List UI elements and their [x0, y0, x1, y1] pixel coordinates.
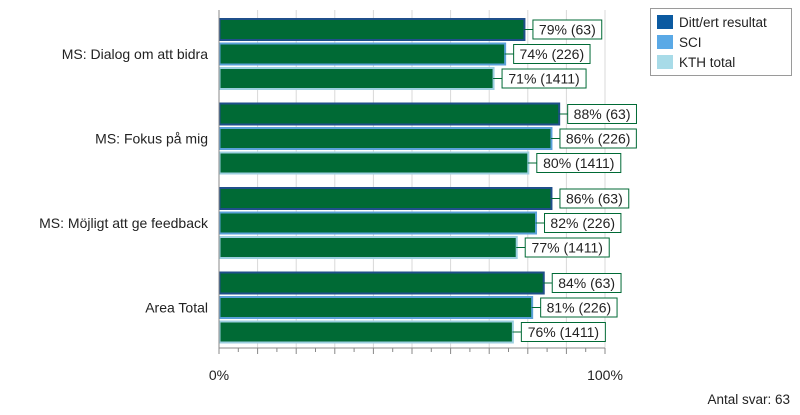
legend-item-ditt-ert-resultat: Ditt/ert resultat	[657, 12, 785, 32]
bar-ditt-ert-resultat-area-total	[218, 271, 545, 295]
data-label-box	[544, 213, 622, 233]
axes: MS: Dialog om att bidra MS: Fokus på mig M…	[39, 10, 623, 383]
legend-item-sci: SCI	[657, 32, 785, 52]
data-label-ditt-ert-resultat-ms-mojligt-att-ge-feedback: 86% (63)	[566, 191, 623, 207]
data-label-box	[520, 322, 606, 342]
data-label-box	[536, 153, 622, 173]
data-label-box	[513, 44, 591, 64]
response-count: Antal svar: 63	[707, 392, 790, 407]
legend: Ditt/ert resultat SCI KTH total	[650, 8, 792, 76]
bar-sci-ms-fokus-pa-mig	[218, 127, 553, 150]
data-label-box	[532, 19, 603, 40]
data-label-ditt-ert-resultat-area-total: 84% (63)	[558, 275, 615, 291]
data-label-box	[567, 104, 637, 124]
data-label-box	[559, 188, 630, 209]
bar-ditt-ert-resultat-ms-dialog-om-att-bidra	[218, 18, 526, 41]
category-label-area-total: Area Total	[145, 300, 208, 316]
legend-swatch-ditt-ert-resultat	[657, 15, 673, 29]
data-label-sci-area-total: 81% (226)	[547, 300, 612, 316]
data-label-kth-total-area-total: 76% (1411)	[528, 324, 599, 340]
x-tick-label-100: 100%	[587, 367, 623, 383]
data-label-box	[559, 128, 637, 149]
data-label-kth-total-ms-fokus-pa-mig: 80% (1411)	[543, 155, 614, 171]
data-label-kth-total-ms-mojligt-att-ge-feedback: 77% (1411)	[532, 240, 603, 256]
legend-swatch-sci	[657, 35, 673, 49]
bar-sci-area-total	[218, 296, 534, 319]
bar-kth-total-ms-dialog-om-att-bidra	[218, 67, 495, 90]
bar-sci-ms-mojligt-att-ge-feedback	[218, 211, 538, 235]
data-label-box	[540, 297, 618, 318]
data-label-ditt-ert-resultat-ms-fokus-pa-mig: 88% (63)	[574, 106, 631, 122]
category-label-ms-dialog-om-att-bidra: MS: Dialog om att bidra	[62, 46, 208, 62]
legend-label-kth-total: KTH total	[679, 54, 736, 70]
bar-kth-total-area-total	[218, 320, 514, 344]
bar-ditt-ert-resultat-ms-mojligt-att-ge-feedback	[218, 187, 553, 210]
bar-ditt-ert-resultat-ms-fokus-pa-mig	[218, 102, 561, 126]
legend-label-ditt-ert-resultat: Ditt/ert resultat	[679, 14, 767, 30]
bars: 79% (63) 74% (226) 71% (1411) 88% (63) 86% (…	[218, 18, 637, 344]
bar-kth-total-ms-mojligt-att-ge-feedback	[218, 236, 518, 259]
data-label-box	[501, 68, 587, 89]
legend-swatch-kth-total	[657, 55, 673, 69]
legend-label-sci: SCI	[679, 34, 702, 50]
data-label-box	[524, 237, 610, 258]
data-label-box	[551, 273, 622, 293]
category-label-ms-mojligt-att-ge-feedback: MS: Möjligt att ge feedback	[39, 215, 209, 231]
category-label-ms-fokus-pa-mig: MS: Fokus på mig	[95, 131, 208, 147]
legend-item-kth-total: KTH total	[657, 52, 785, 72]
bar-kth-total-ms-fokus-pa-mig	[218, 151, 530, 175]
data-label-sci-ms-mojligt-att-ge-feedback: 82% (226)	[550, 215, 615, 231]
x-tick-label-0: 0%	[209, 367, 229, 383]
data-label-sci-ms-dialog-om-att-bidra: 74% (226)	[520, 46, 585, 62]
bar-sci-ms-dialog-om-att-bidra	[218, 42, 507, 66]
data-label-kth-total-ms-dialog-om-att-bidra: 71% (1411)	[508, 71, 579, 87]
data-label-ditt-ert-resultat-ms-dialog-om-att-bidra: 79% (63)	[539, 22, 596, 38]
data-label-sci-ms-fokus-pa-mig: 86% (226)	[566, 131, 631, 147]
